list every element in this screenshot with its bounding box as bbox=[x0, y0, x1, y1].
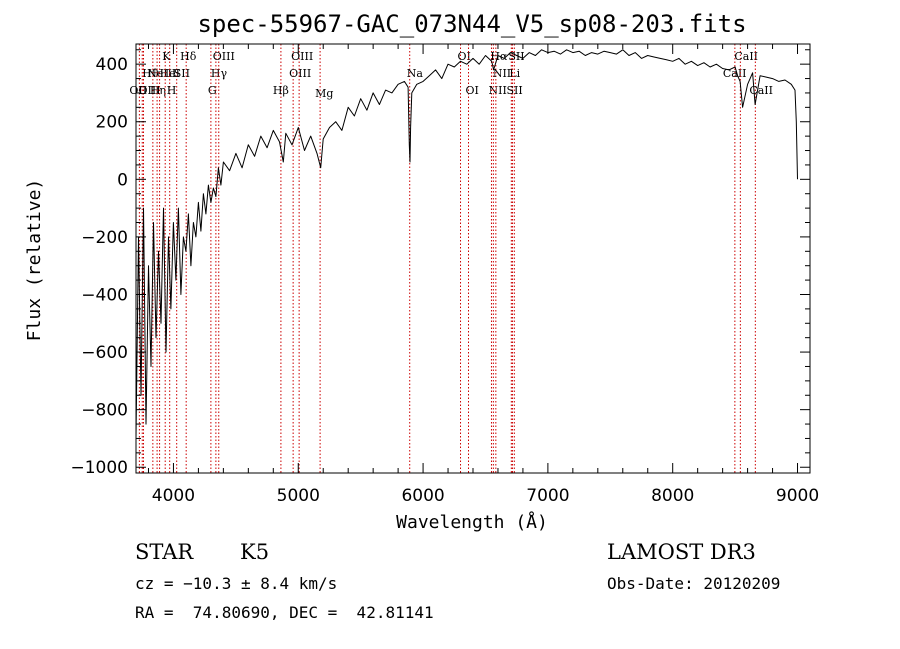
marker-label: SII bbox=[174, 67, 190, 80]
chart-title: spec-55967-GAC_073N44_V5_sp08-203.fits bbox=[197, 10, 746, 38]
y-tick-label: 200 bbox=[96, 113, 128, 133]
x-axis-label: Wavelength (Å) bbox=[396, 511, 548, 533]
marker-label: OIII bbox=[138, 84, 160, 97]
marker-label: Na bbox=[407, 67, 424, 80]
survey-name: LAMOST DR3 bbox=[607, 540, 756, 564]
x-tick-label: 5000 bbox=[277, 486, 320, 506]
y-axis-label: Flux (relative) bbox=[24, 179, 45, 342]
x-tick-label: 4000 bbox=[152, 486, 195, 506]
marker-label: OIII bbox=[213, 50, 235, 63]
marker-label: Li bbox=[509, 67, 520, 80]
marker-label: Hβ bbox=[273, 84, 289, 97]
marker-label: Mg bbox=[315, 87, 333, 100]
y-tick-label: 400 bbox=[96, 55, 128, 75]
line-markers: OIIHθOIIIHηNeIIIHeIKHSIIHδGHγOIIIHβOIIIO… bbox=[129, 44, 773, 473]
y-tick-label: −600 bbox=[81, 343, 128, 363]
marker-label: NII bbox=[488, 84, 506, 97]
y-tick-label: −200 bbox=[81, 228, 128, 248]
x-tick-label: 8000 bbox=[651, 486, 694, 506]
marker-label: CaII bbox=[734, 50, 758, 63]
x-tick-label: 9000 bbox=[776, 486, 819, 506]
marker-label: OIII bbox=[291, 50, 313, 63]
object-class: STAR bbox=[135, 540, 194, 564]
marker-label: OI bbox=[466, 84, 479, 97]
plot-frame bbox=[135, 43, 811, 474]
axes: 4000 5000 6000 7000 8000 9000−1000−800−600−40… bbox=[70, 43, 819, 506]
marker-label: CaII bbox=[749, 84, 773, 97]
redshift-text: cz = −10.3 ± 8.4 km/s bbox=[135, 574, 338, 593]
marker-label: OIII bbox=[289, 67, 311, 80]
marker-label: NII bbox=[493, 67, 511, 80]
marker-label: Hθ bbox=[142, 67, 159, 80]
spectrum-series-line bbox=[135, 49, 798, 439]
coordinates: RA = 74.80690, DEC = 42.81141 bbox=[135, 603, 434, 622]
y-tick-label: −400 bbox=[81, 285, 128, 305]
marker-label: Hδ bbox=[180, 50, 197, 63]
y-tick-label: −1000 bbox=[70, 458, 128, 478]
y-tick-label: 0 bbox=[117, 170, 128, 190]
obs-date: Obs-Date: 20120209 bbox=[607, 574, 781, 593]
marker-label: G bbox=[208, 84, 217, 97]
object-subclass: K5 bbox=[240, 540, 270, 564]
x-tick-label: 6000 bbox=[401, 486, 444, 506]
series-layer bbox=[135, 49, 798, 439]
marker-label: SII bbox=[508, 50, 524, 63]
y-tick-label: −800 bbox=[81, 401, 128, 421]
x-tick-label: 7000 bbox=[526, 486, 569, 506]
marker-label: NeIII bbox=[147, 67, 176, 80]
marker-label: K bbox=[162, 50, 171, 63]
marker-label: H bbox=[167, 84, 177, 97]
marker-label: OI bbox=[458, 50, 471, 63]
marker-label: Hη bbox=[150, 84, 166, 97]
